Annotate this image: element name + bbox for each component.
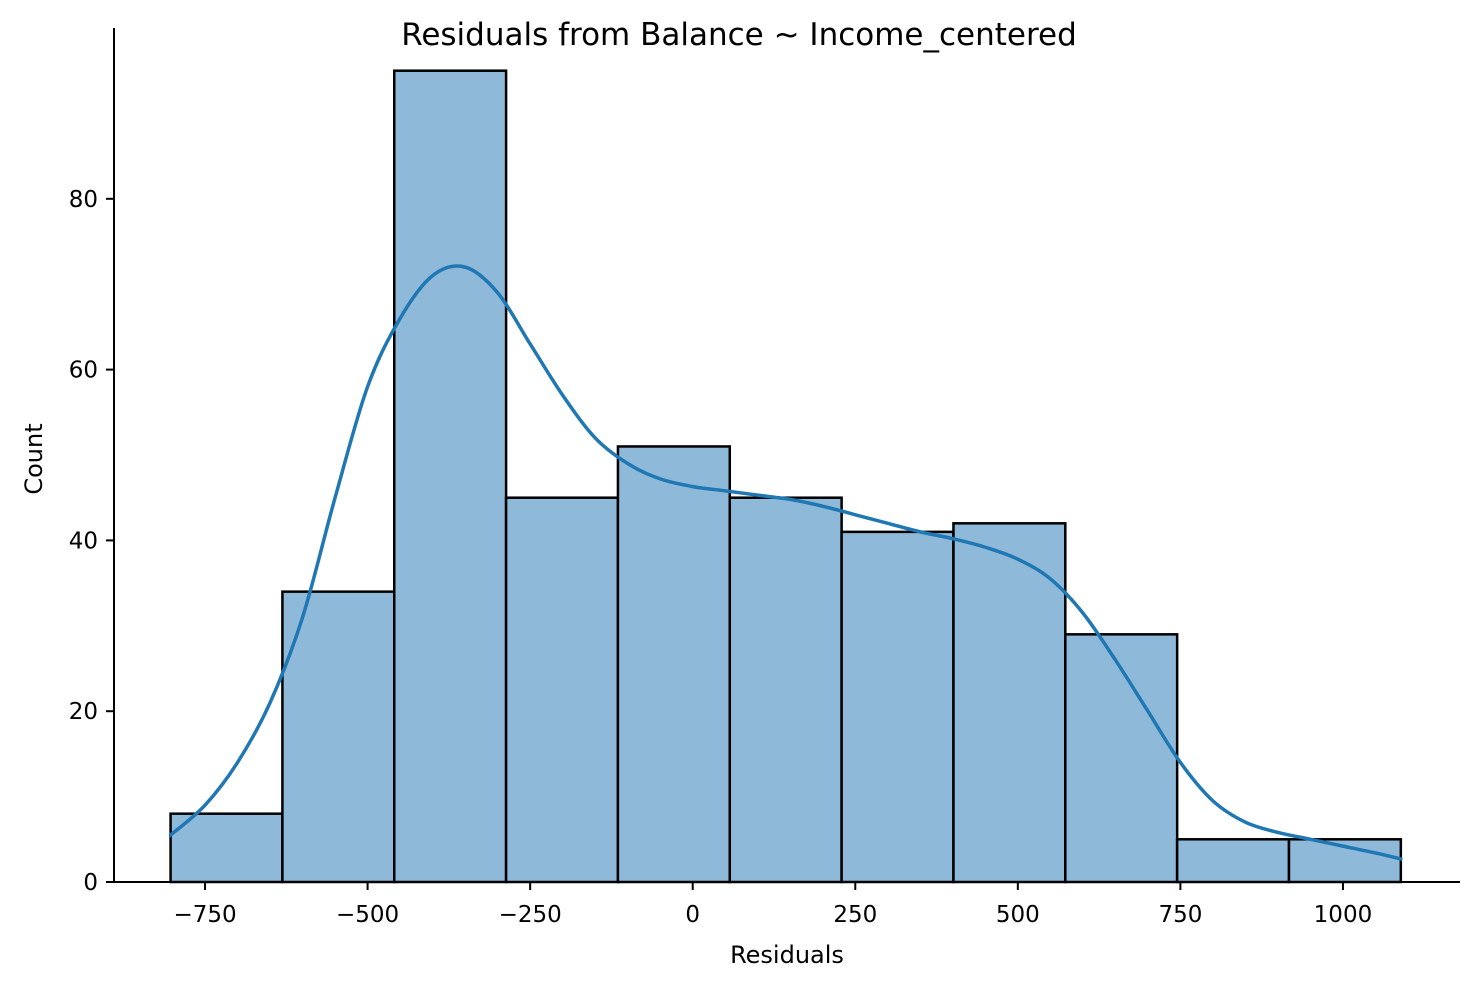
y-tick-label: 20	[69, 699, 98, 725]
x-tick-label: −250	[499, 902, 562, 928]
kde-curve	[168, 264, 1403, 861]
histogram-bar-10	[1175, 838, 1291, 884]
histogram-bar-4	[504, 496, 620, 884]
histogram-bar-1	[169, 812, 284, 884]
x-axis-ticks: −750 −500 −250 0 250 500 750 1000	[173, 882, 1372, 928]
histogram-bar-3	[393, 69, 508, 884]
chart-title: Residuals from Balance ~ Income_centered	[401, 17, 1077, 53]
histogram-bar-2	[281, 590, 396, 884]
y-axis-label: Count	[20, 423, 48, 494]
y-tick-label: 80	[69, 187, 98, 213]
histogram-bar-6	[728, 496, 843, 884]
x-tick-label: 0	[685, 902, 700, 928]
x-tick-label: 750	[1158, 902, 1202, 928]
y-tick-label: 40	[69, 528, 98, 554]
x-tick-label: 250	[833, 902, 877, 928]
x-axis-label: Residuals	[730, 941, 844, 969]
x-tick-label: 1000	[1314, 902, 1373, 928]
x-tick-label: 500	[996, 902, 1040, 928]
y-axis-ticks: 0 20 40 60 80	[69, 187, 114, 896]
histogram-bar-8	[952, 522, 1067, 884]
histogram-bars	[169, 69, 1403, 884]
y-tick-label: 60	[69, 358, 98, 384]
histogram-bar-7	[840, 530, 955, 884]
histogram-bar-5	[616, 445, 732, 884]
x-tick-label: −500	[336, 902, 399, 928]
histogram-bar-9	[1064, 633, 1179, 884]
y-tick-label: 0	[83, 870, 98, 896]
x-tick-label: −750	[173, 902, 236, 928]
